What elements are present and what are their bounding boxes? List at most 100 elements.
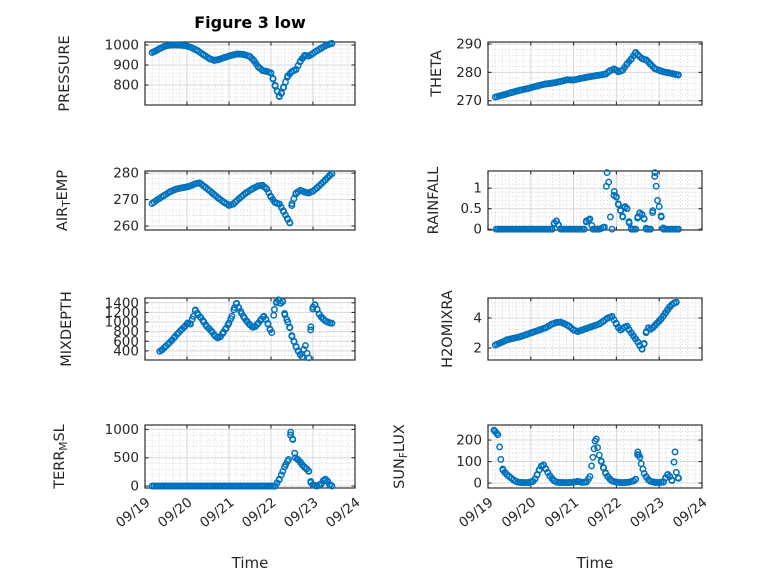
data-marker [605,178,613,186]
data-marker [668,477,676,484]
y-axis-label: H2OMIXRA [440,290,456,368]
data-marker [589,453,597,461]
y-tick-label: 0 [473,222,482,238]
data-marker [588,462,596,470]
y-tick-label: 260 [113,219,139,235]
y-axis-label: THETA [429,50,445,98]
scatter-series [491,298,680,353]
y-tick-label: 1400 [105,295,139,311]
y-tick-label: 1000 [105,422,139,438]
data-marker [608,225,616,233]
y-tick-label: 400 [113,343,139,359]
y-tick-label: 270 [456,93,482,109]
data-marker [625,219,633,227]
x-tick-label: 09/24 [670,495,711,532]
data-marker [270,311,278,319]
data-marker [228,312,236,320]
data-marker [301,342,309,350]
subplot-air-temp: 260 270 280 AIRTEMP [55,166,356,235]
y-tick-label: 600 [113,334,139,350]
grid-minor [488,171,702,230]
grid-minor [145,42,355,105]
data-marker [595,451,603,459]
grid-major [488,171,702,230]
data-marker [670,458,678,466]
data-marker [597,458,605,466]
subplot-terr-msl: 0 500 1000 TERRMSL 09/19 09/20 09/21 09/22 09/23… [52,422,363,531]
axes-box [487,170,703,231]
x-tick-label: 09/21 [197,495,238,532]
data-marker [286,219,294,227]
data-marker [651,172,659,180]
y-axis-label: AIRTEMP [55,170,73,231]
x-axis-label-left: Time [231,554,269,572]
y-tick-label: 800 [113,78,139,94]
data-marker [639,465,647,473]
data-marker [269,75,277,83]
data-marker [640,215,648,223]
data-marker [675,71,682,79]
figure-title: Figure 3 low [194,13,306,32]
data-marker [636,453,644,461]
data-marker [647,225,655,233]
scatter-series [148,170,336,227]
axes-box [144,170,356,231]
data-marker [675,474,682,482]
data-marker [657,213,665,221]
y-axis-label: PRESSURE [57,35,73,111]
data-marker [649,207,657,215]
data-marker [652,182,660,190]
scatter-series [492,169,682,233]
y-tick-label: 280 [113,166,139,182]
data-marker [328,170,336,178]
subplot-h2omixra: 2 4 H2OMIXRA [440,290,703,368]
data-marker [286,324,294,332]
data-marker [328,482,336,490]
y-axis-label: MIXDEPTH [59,291,75,367]
data-marker [594,444,602,452]
data-marker [497,455,505,463]
x-tick-label: 09/20 [499,495,540,532]
data-marker [305,467,313,475]
x-tick-label: 09/22 [239,495,280,532]
data-marker [307,326,315,334]
scatter-series [490,426,682,487]
y-tick-label: 900 [113,58,139,74]
data-marker [640,340,648,347]
subplot-sun-flux: 0 100 200 SUNFLUX 09/19 09/20 09/21 09/22 09/23 0… [392,424,710,531]
y-axis-label: TERRMSL [52,424,70,490]
subplot-rainfall: 0 0.5 1 RAINFALL [426,167,703,238]
data-marker [268,329,276,337]
data-marker [592,435,600,443]
data-marker [655,203,663,211]
data-marker [654,197,661,204]
scatter-series [156,296,336,362]
data-marker [548,225,556,233]
axes-box [487,424,703,489]
y-tick-label: 270 [113,192,139,208]
data-marker [305,354,313,362]
grid-minor [145,425,355,488]
x-tick-label: 09/23 [627,495,668,532]
data-marker [289,436,297,444]
data-marker [590,445,598,453]
scatter-series [148,39,336,101]
data-marker [603,169,611,177]
data-marker [494,431,502,439]
axes-box [487,297,703,361]
x-tick-label: 09/21 [542,495,583,532]
data-marker [600,223,608,231]
axes-box [487,41,703,106]
x-tick-label: 09/23 [281,495,322,532]
data-marker [270,306,278,313]
data-marker [285,455,293,463]
data-marker [307,323,315,331]
data-marker [496,443,504,451]
data-marker [328,39,336,47]
data-marker [619,213,627,221]
data-marker [612,193,620,201]
y-tick-label: 800 [113,324,139,340]
